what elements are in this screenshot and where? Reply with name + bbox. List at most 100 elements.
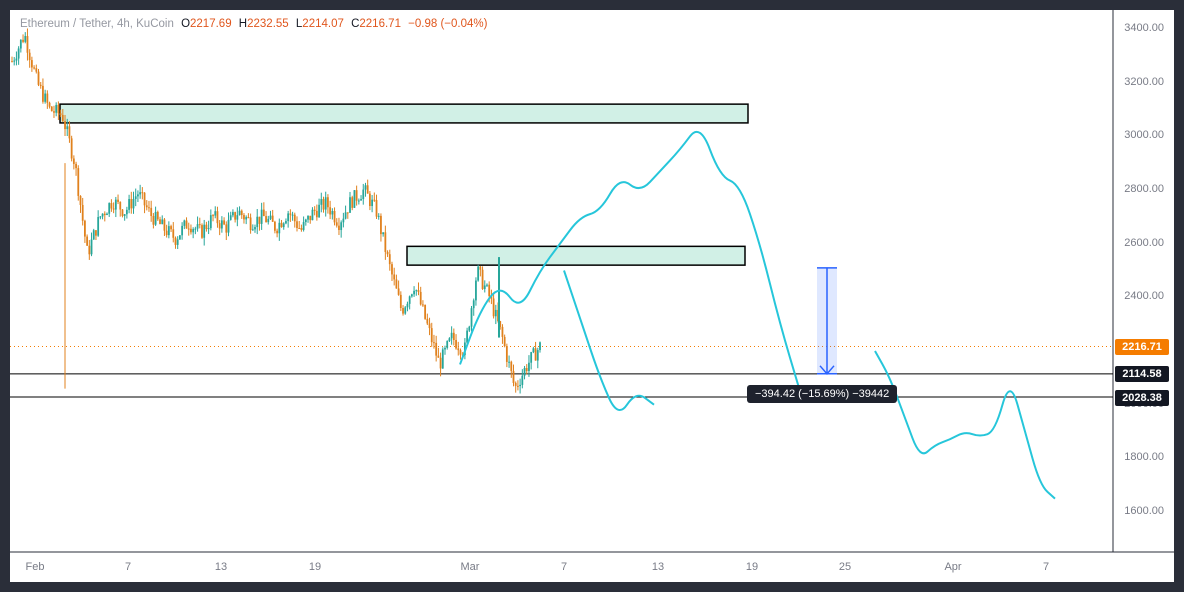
candle-body bbox=[61, 114, 64, 122]
candle-body bbox=[223, 220, 225, 225]
candle-body bbox=[137, 194, 139, 197]
candle-body bbox=[143, 192, 146, 206]
candle-body bbox=[298, 227, 301, 229]
candle-body bbox=[382, 232, 385, 235]
candle-body bbox=[92, 230, 95, 240]
chart-frame[interactable]: Ethereum / Tether, 4h, KuCoin O2217.69 H… bbox=[10, 10, 1174, 582]
candle-body bbox=[77, 168, 80, 196]
symbol-name: Ethereum / Tether, 4h, KuCoin bbox=[20, 18, 174, 30]
candle-body bbox=[430, 328, 433, 343]
candle-body bbox=[125, 209, 128, 215]
candle-body bbox=[81, 204, 84, 221]
candle-body bbox=[39, 84, 42, 86]
candle-body bbox=[114, 199, 117, 210]
candle-body bbox=[243, 215, 245, 220]
candle-body bbox=[296, 221, 298, 228]
candle-body bbox=[28, 52, 31, 61]
candle-body bbox=[433, 342, 435, 344]
candle-body bbox=[360, 199, 362, 201]
candle-body bbox=[353, 190, 356, 208]
candle-body bbox=[48, 102, 51, 107]
candle-body bbox=[450, 332, 453, 339]
candle-body bbox=[59, 113, 62, 115]
candle-body bbox=[159, 219, 161, 225]
candle-body bbox=[393, 274, 396, 280]
candle-body bbox=[304, 219, 307, 223]
candle-body bbox=[190, 228, 192, 233]
candle-body bbox=[181, 225, 184, 236]
price-chart[interactable] bbox=[10, 10, 1174, 582]
candle-body bbox=[46, 93, 49, 103]
candle-body bbox=[492, 298, 495, 317]
price-tick-label: 3200.00 bbox=[1124, 75, 1164, 88]
candle-body bbox=[207, 228, 210, 230]
candle-body bbox=[225, 224, 228, 233]
supply-zone bbox=[59, 103, 749, 124]
candle-body bbox=[110, 203, 113, 209]
price-tick-label: 3000.00 bbox=[1124, 129, 1164, 142]
candle-body bbox=[477, 266, 480, 281]
candle-body bbox=[333, 211, 336, 223]
close-label: C bbox=[351, 18, 360, 30]
arrow-head-icon bbox=[819, 365, 835, 375]
candle-body bbox=[97, 217, 100, 236]
candle-body bbox=[258, 216, 261, 224]
candle-body bbox=[163, 219, 166, 231]
price-tick-label: 1600.00 bbox=[1124, 505, 1164, 517]
price-tick-label: 3400.00 bbox=[1124, 22, 1164, 34]
candle-body bbox=[452, 332, 455, 341]
candle-body bbox=[282, 223, 285, 228]
candle-body bbox=[386, 251, 389, 255]
candle-body bbox=[44, 93, 47, 102]
candle-body bbox=[448, 338, 451, 342]
candle-body bbox=[30, 60, 33, 68]
candle-body bbox=[227, 219, 230, 233]
candle-body bbox=[198, 224, 201, 226]
candle-body bbox=[234, 212, 237, 220]
candle-body bbox=[185, 220, 188, 229]
candle-body bbox=[399, 294, 402, 309]
candle-body bbox=[152, 216, 155, 225]
candle-body bbox=[318, 204, 320, 218]
candle-body bbox=[357, 200, 360, 202]
candle-body bbox=[26, 36, 29, 53]
candle-body bbox=[236, 215, 239, 220]
candle-body bbox=[503, 336, 506, 347]
candle-body bbox=[260, 209, 263, 224]
candle-body bbox=[302, 222, 305, 230]
time-tick-label: Feb bbox=[25, 561, 45, 573]
candle-body bbox=[103, 213, 106, 216]
candle-body bbox=[13, 60, 16, 62]
time-tick-label: 19 bbox=[745, 561, 759, 573]
measure-label: −394.42 (−15.69%) −39442 bbox=[747, 385, 898, 403]
candle-body bbox=[220, 220, 223, 229]
candle-body bbox=[366, 185, 369, 194]
candle-body bbox=[444, 347, 446, 350]
candle-body bbox=[95, 230, 97, 236]
time-tick-label: Apr bbox=[944, 561, 962, 573]
candle-body bbox=[525, 368, 528, 372]
candle-body bbox=[99, 216, 102, 218]
candle-body bbox=[75, 163, 77, 169]
time-tick-label: 7 bbox=[1042, 561, 1050, 573]
candle-body bbox=[362, 189, 365, 200]
candle-body bbox=[368, 193, 371, 207]
candle-body bbox=[351, 197, 354, 208]
candle-body bbox=[441, 349, 444, 369]
candle-body bbox=[536, 350, 539, 361]
candle-body bbox=[521, 375, 524, 385]
candle-body bbox=[167, 226, 170, 236]
candle-body bbox=[112, 208, 115, 210]
candle-body bbox=[267, 218, 270, 223]
candle-body bbox=[459, 350, 462, 355]
candle-body bbox=[50, 106, 53, 112]
candle-body bbox=[322, 199, 325, 210]
candle-body bbox=[472, 300, 475, 309]
support-level-tag: 2028.38 bbox=[1115, 390, 1169, 406]
projection-path bbox=[563, 270, 655, 412]
last-price-tag: 2216.71 bbox=[1115, 339, 1169, 355]
candle-body bbox=[15, 58, 18, 61]
candle-body bbox=[375, 200, 378, 217]
candle-body bbox=[68, 126, 71, 139]
candle-body bbox=[475, 280, 477, 301]
